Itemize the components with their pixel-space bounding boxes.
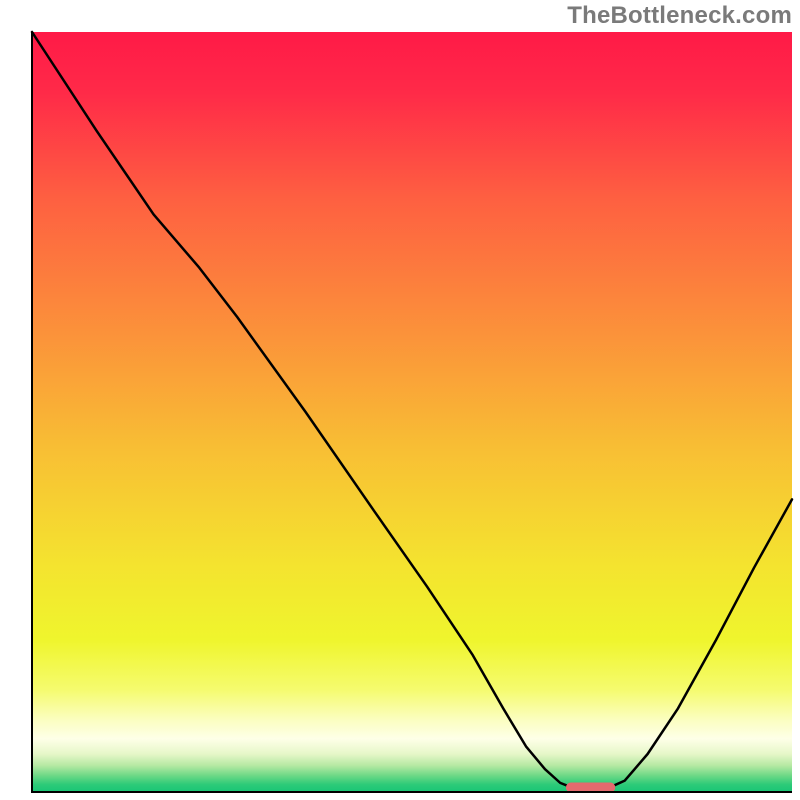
chart-stage: TheBottleneck.com [0,0,800,800]
optimum-marker [566,783,615,793]
bottleneck-chart [0,0,800,800]
